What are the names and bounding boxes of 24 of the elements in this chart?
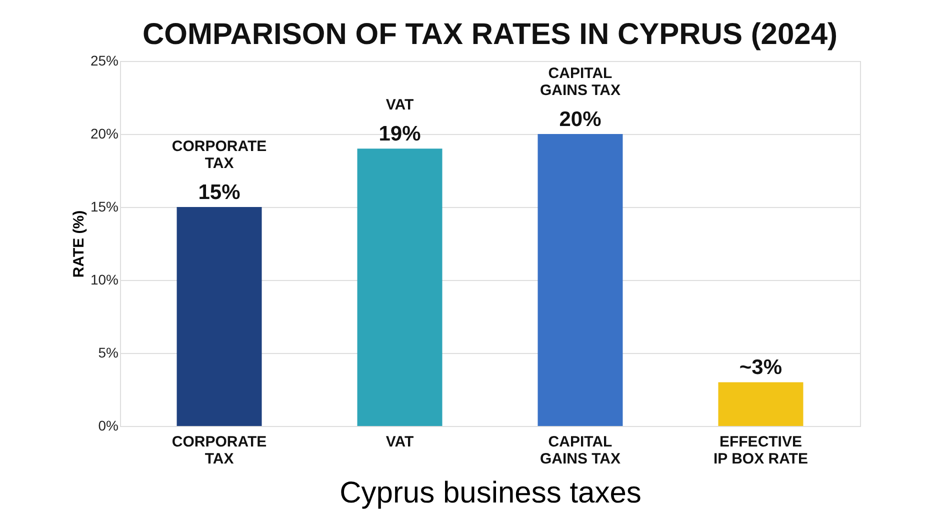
bar bbox=[176, 207, 262, 426]
annotation: VAT bbox=[386, 96, 414, 114]
y-tick-label: 20% bbox=[90, 126, 118, 142]
x-tick-label: CORPORATE TAX bbox=[172, 434, 267, 468]
y-tick-label: 25% bbox=[90, 52, 118, 68]
x-tick-label: EFFECTIVE IP BOX RATE bbox=[713, 434, 808, 468]
chart-title: COMPARISON OF TAX RATES IN CYPRUS (2024) bbox=[142, 18, 838, 51]
y-tick-label: 0% bbox=[98, 418, 118, 434]
data-label: 20% bbox=[559, 108, 602, 131]
bar bbox=[718, 382, 804, 426]
data-label: 15% bbox=[198, 181, 241, 204]
annotation: CAPITAL GAINS TAX bbox=[540, 65, 621, 99]
bar bbox=[357, 148, 442, 426]
annotation: CORPORATE TAX bbox=[172, 138, 267, 172]
bar bbox=[538, 134, 623, 426]
y-tick-label: 15% bbox=[90, 198, 118, 214]
y-axis-title: RATE (%) bbox=[70, 210, 88, 278]
x-tick-label: VAT bbox=[386, 434, 414, 450]
data-label: ~3% bbox=[739, 356, 782, 380]
y-tick-label: 10% bbox=[90, 272, 118, 288]
x-axis-title: Cyprus business taxes bbox=[340, 476, 642, 510]
data-label: 19% bbox=[378, 122, 422, 146]
y-tick-label: 5% bbox=[98, 344, 118, 360]
x-tick-label: CAPITAL GAINS TAX bbox=[540, 434, 621, 468]
